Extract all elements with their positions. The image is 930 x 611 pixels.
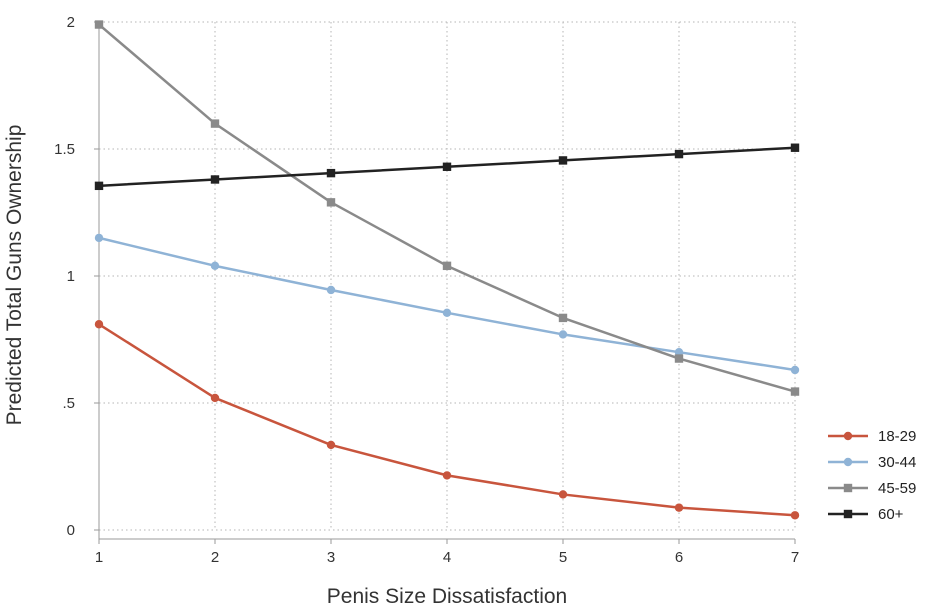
data-point-30-44	[558, 330, 568, 339]
data-point-18-29	[558, 490, 568, 499]
data-point-30-44	[94, 233, 104, 243]
data-point-45-59	[558, 313, 568, 323]
data-point-18-29	[326, 440, 336, 450]
data-point-30-44	[210, 261, 220, 271]
legend: 18-29 30-44 45-59 60+	[828, 428, 916, 523]
data-point-60+	[210, 175, 220, 184]
data-point-30-44	[790, 365, 800, 375]
x-axis-title: Penis Size Dissatisfaction	[327, 585, 567, 608]
data-point-60+	[94, 181, 104, 191]
x-tick-label: 1	[95, 549, 103, 566]
data-point-18-29	[210, 393, 220, 403]
data-point-18-29	[442, 471, 452, 480]
legend-marker-30-44	[843, 457, 853, 467]
legend-marker-60+	[843, 509, 853, 519]
legend-label-18-29: 18-29	[878, 428, 916, 445]
data-point-30-44	[442, 308, 452, 318]
series-layer	[94, 20, 800, 520]
data-point-45-59	[674, 354, 684, 363]
y-tick-label: 1.5	[54, 141, 75, 158]
x-tick-label: 5	[559, 549, 567, 566]
x-tick-label: 3	[327, 549, 335, 566]
data-point-60+	[326, 168, 336, 178]
data-point-45-59	[326, 198, 336, 207]
x-tick-label: 6	[675, 549, 683, 566]
data-point-60+	[790, 143, 800, 152]
data-point-60+	[558, 156, 568, 165]
y-tick-label: .5	[62, 395, 75, 412]
legend-label-60+: 60+	[878, 506, 904, 523]
data-point-18-29	[674, 503, 684, 512]
y-tick-label: 2	[67, 14, 75, 31]
legend-marker-18-29	[843, 431, 853, 441]
y-tick-label: 1	[67, 268, 75, 285]
data-point-45-59	[442, 261, 452, 271]
axes: 0 .5 1 1.5 2 1 2 3 4 5 6 7	[54, 14, 799, 566]
data-point-18-29	[790, 511, 800, 520]
x-tick-label: 2	[211, 549, 219, 566]
data-point-60+	[674, 149, 684, 159]
y-axis-title: Predicted Total Guns Ownership	[3, 125, 26, 426]
y-tick-label: 0	[67, 522, 75, 539]
data-point-18-29	[94, 320, 104, 329]
legend-label-30-44: 30-44	[878, 454, 916, 471]
data-point-45-59	[94, 20, 104, 29]
legend-label-45-59: 45-59	[878, 480, 916, 497]
legend-marker-45-59	[843, 483, 853, 493]
data-point-45-59	[790, 387, 800, 396]
data-point-60+	[442, 162, 452, 171]
data-point-30-44	[674, 348, 684, 357]
data-point-45-59	[210, 119, 220, 128]
x-tick-label: 7	[791, 549, 799, 566]
data-point-30-44	[326, 285, 336, 295]
x-tick-label: 4	[443, 549, 451, 566]
